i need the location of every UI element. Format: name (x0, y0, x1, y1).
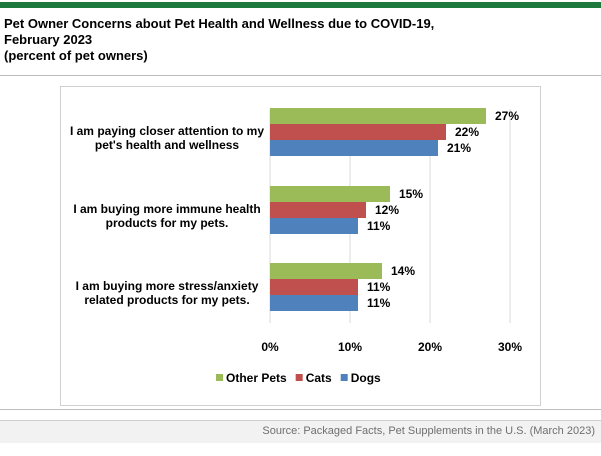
legend-swatch-cats (295, 374, 303, 381)
legend-swatch-other-pets (216, 374, 223, 381)
category-label-2: I am buying more immune health products … (67, 202, 267, 230)
brand-bar (0, 2, 601, 8)
category-label-3-line1: I am buying more stress/anxiety (75, 279, 259, 293)
bar-dogs-1 (270, 140, 438, 156)
bar-chart: 0% 10% 20% 30%27%22%21%15%12%11%14%11%11%Ot… (216, 108, 522, 385)
x-tick-label-0: 0% (261, 340, 279, 354)
bar-other-pets-2 (270, 186, 390, 202)
data-label-cats-1: 22% (455, 125, 479, 139)
category-label-1-line2: pet's health and wellness (94, 138, 240, 152)
chart-header: Pet Owner Concerns about Pet Health and … (4, 16, 594, 64)
legend-label-other-pets: Other Pets (226, 371, 287, 385)
chart-title: Pet Owner Concerns about Pet Health and … (4, 16, 435, 31)
bar-cats-3 (270, 279, 358, 295)
data-label-cats-2: 12% (375, 203, 399, 217)
category-label-2-line2: products for my pets. (105, 216, 229, 230)
x-tick-label-10: 10% (338, 340, 362, 354)
footer-divider (0, 409, 601, 410)
category-label-3: I am buying more stress/anxiety related … (67, 279, 267, 307)
bar-cats-1 (270, 124, 446, 140)
legend-label-dogs: Dogs (351, 371, 381, 385)
header-divider (0, 75, 601, 76)
data-label-other-pets-3: 14% (391, 264, 415, 278)
legend-label-cats: Cats (306, 371, 332, 385)
bar-dogs-2 (270, 218, 358, 234)
data-label-cats-3: 11% (367, 280, 391, 294)
bar-other-pets-1 (270, 108, 486, 124)
category-label-2-line1: I am buying more immune health (73, 202, 261, 216)
data-label-other-pets-2: 15% (399, 187, 423, 201)
data-label-other-pets-1: 27% (495, 109, 519, 123)
bar-dogs-3 (270, 295, 358, 311)
chart-date: February 2023 (4, 32, 93, 47)
category-label-1-line1: I am paying closer attention to my (69, 124, 265, 138)
bar-other-pets-3 (270, 263, 382, 279)
category-label-3-line2: related products for my pets. (84, 293, 250, 307)
source-bar: Source: Packaged Facts, Pet Supplements … (0, 420, 601, 443)
chart-area: 0% 10% 20% 30% 27% 22% 21% 15% 12% 11% 14% 11% 11% Ot… (60, 86, 541, 406)
bar-cats-2 (270, 202, 366, 218)
source-note: Source: Packaged Facts, Pet Supplements … (262, 425, 595, 437)
x-tick-label-30: 30% (498, 340, 522, 354)
category-label-1: I am paying closer attention to my pet's… (67, 124, 267, 152)
x-tick-label-20: 20% (418, 340, 442, 354)
chart-units: (percent of pet owners) (4, 48, 148, 63)
data-label-dogs-2: 11% (367, 219, 391, 233)
data-label-dogs-3: 11% (367, 296, 391, 310)
legend-swatch-dogs (340, 374, 348, 381)
data-label-dogs-1: 21% (447, 141, 471, 155)
